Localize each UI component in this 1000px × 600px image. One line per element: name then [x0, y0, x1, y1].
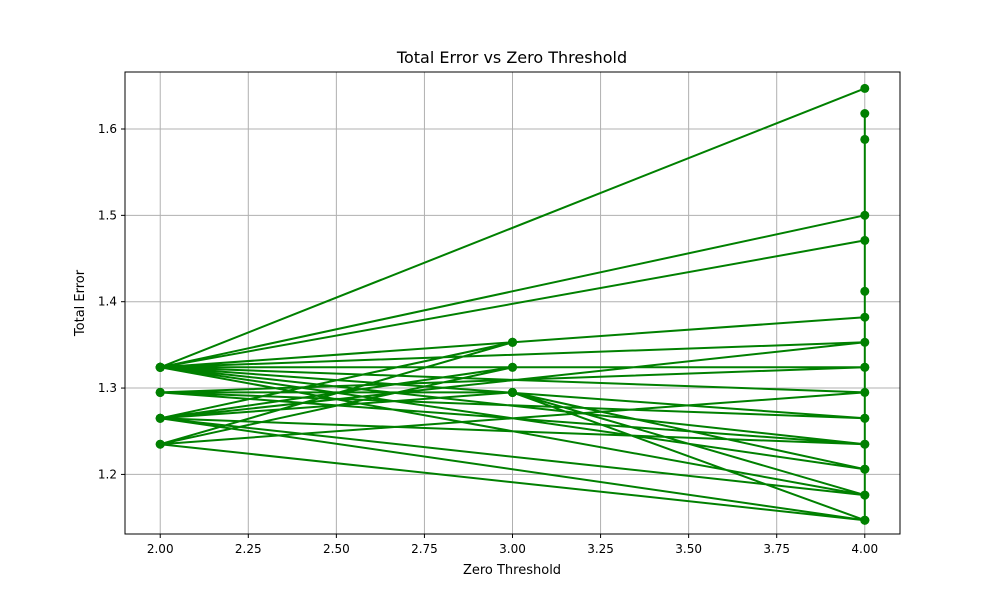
y-tick-label: 1.2	[98, 467, 117, 481]
x-tick-label: 3.00	[499, 542, 526, 556]
data-point	[155, 413, 165, 423]
x-tick-label: 3.50	[675, 542, 702, 556]
data-point	[860, 83, 870, 93]
marker-layer	[155, 83, 870, 525]
x-tick-label: 2.00	[147, 542, 174, 556]
y-axis-label: Total Error	[73, 269, 88, 337]
data-point	[155, 362, 165, 372]
x-axis-label: Zero Threshold	[463, 563, 561, 578]
y-tick-label: 1.4	[98, 295, 117, 309]
data-point	[860, 109, 870, 118]
y-tick-label: 1.6	[98, 122, 117, 136]
x-tick-label: 3.25	[587, 542, 614, 556]
y-tick-label: 1.5	[98, 208, 117, 222]
data-point	[860, 235, 870, 245]
data-point	[860, 413, 870, 423]
series-line	[159, 87, 866, 522]
data-point	[860, 337, 870, 347]
data-point	[860, 312, 870, 322]
data-point	[860, 490, 870, 500]
y-axis-ticks: 1.2 1.3 1.4 1.5 1.6	[98, 122, 125, 481]
y-tick-label: 1.3	[98, 381, 117, 395]
data-point	[860, 515, 870, 525]
data-point	[155, 387, 165, 397]
data-point	[860, 362, 870, 372]
data-point	[508, 387, 517, 397]
x-tick-label: 3.75	[763, 542, 790, 556]
data-point	[860, 210, 870, 220]
data-point	[860, 134, 870, 144]
data-point	[155, 439, 165, 449]
data-point	[508, 362, 517, 372]
x-axis-ticks: 2.00 2.25 2.50 2.75 3.00 3.25 3.50 3.75 4.00	[147, 534, 878, 556]
data-point	[860, 464, 870, 474]
data-point	[860, 387, 870, 397]
data-point	[508, 337, 517, 347]
series-layer	[159, 87, 866, 522]
x-tick-label: 2.50	[323, 542, 350, 556]
x-tick-label: 2.25	[235, 542, 262, 556]
data-point	[860, 439, 870, 449]
x-tick-label: 4.00	[851, 542, 878, 556]
data-point	[860, 286, 870, 296]
chart-title: Total Error vs Zero Threshold	[396, 48, 627, 67]
x-tick-label: 2.75	[411, 542, 438, 556]
